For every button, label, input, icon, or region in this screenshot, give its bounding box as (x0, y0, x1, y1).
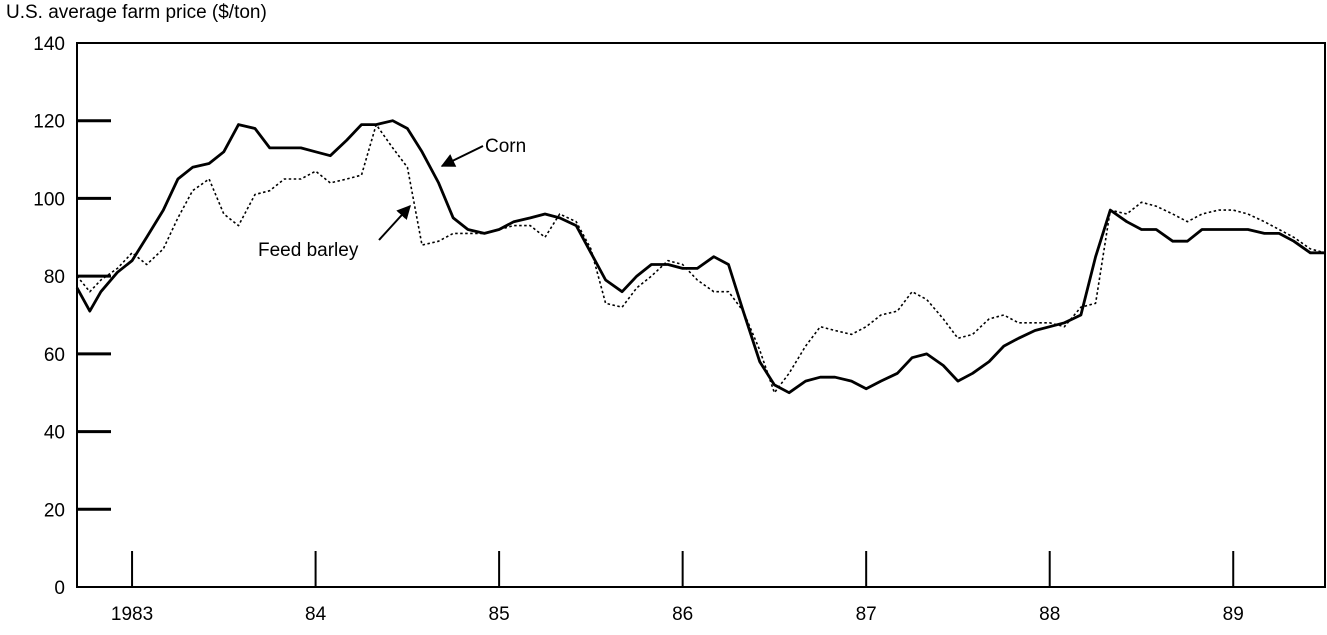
corn-annotation: Corn (485, 136, 526, 157)
x-tick-label: 89 (1223, 604, 1244, 625)
y-tick-label: 40 (44, 423, 65, 444)
y-tick-label: 80 (44, 267, 65, 288)
feed-barley-annotation: Feed barley (258, 240, 359, 261)
series-layer (75, 119, 1326, 395)
y-tick-label: 60 (44, 345, 65, 366)
x-tick-label: 84 (305, 604, 327, 625)
y-axis: 0 20 40 60 80 100 120 140 (33, 34, 111, 599)
y-tick-label: 20 (44, 500, 65, 521)
y-tick-label: 0 (54, 578, 65, 599)
x-tick-label: 85 (489, 604, 510, 625)
x-axis: 1983 84 85 86 87 88 89 (111, 551, 1244, 625)
series-line-corn (75, 119, 1325, 395)
y-tick-label: 100 (33, 189, 65, 210)
y-tick-label: 140 (33, 34, 65, 55)
x-tick-label: 86 (672, 604, 693, 625)
y-tick-label: 120 (33, 112, 65, 133)
annotation-layer: Corn Feed barley (258, 136, 526, 261)
x-tick-label: 87 (856, 604, 877, 625)
series-line-feed-barley (76, 123, 1326, 394)
plot-frame (76, 42, 1326, 588)
x-tick-label: 88 (1039, 604, 1060, 625)
y-axis-title: U.S. average farm price ($/ton) (6, 2, 267, 23)
x-tick-label: 1983 (111, 604, 153, 625)
corn-callout-arrow (440, 145, 484, 167)
feed-barley-callout-arrow (378, 204, 411, 241)
